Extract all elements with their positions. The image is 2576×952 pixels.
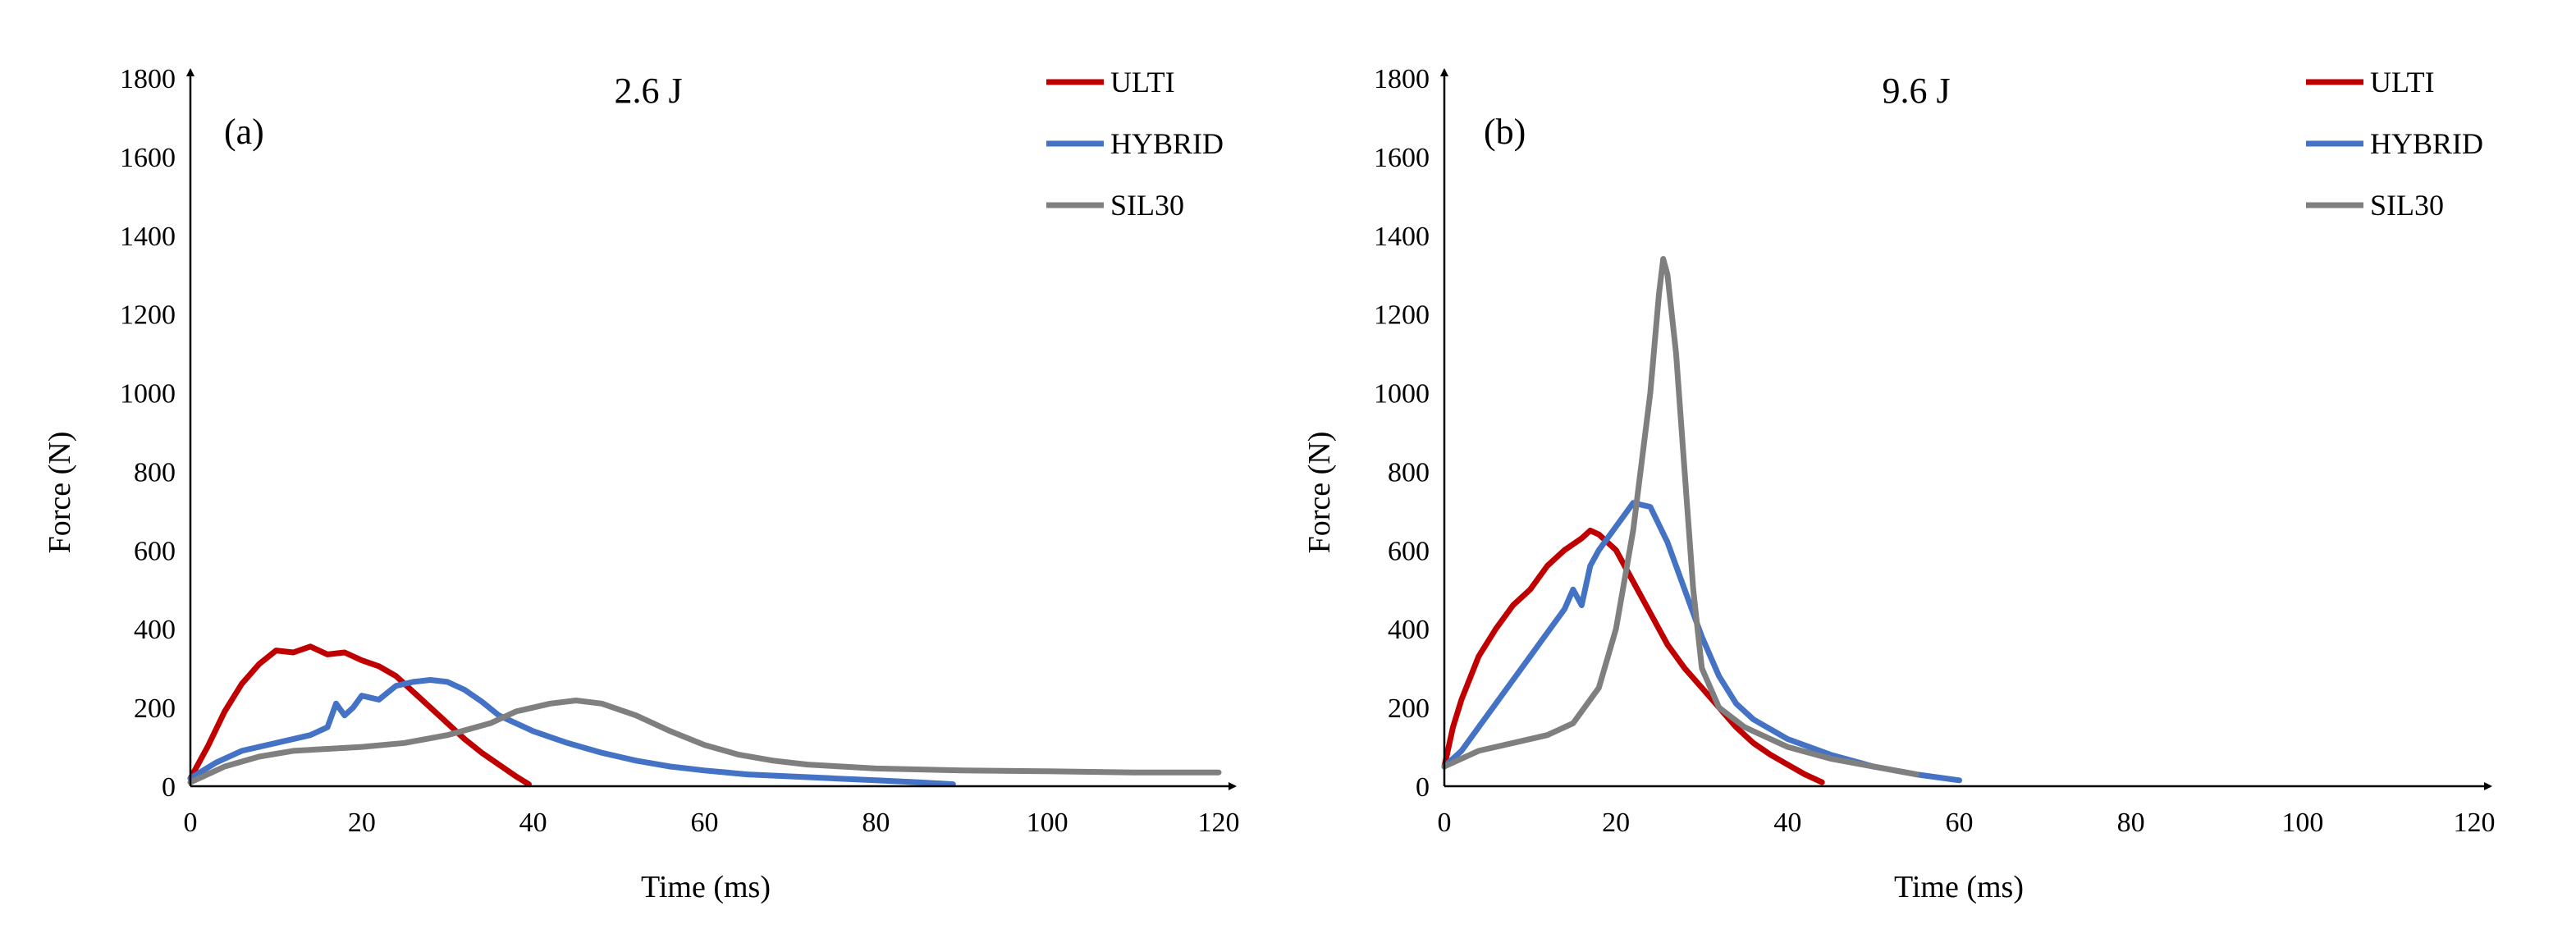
legend-item-sil30: SIL30	[2306, 189, 2444, 222]
x-tick-label: 60	[691, 808, 719, 838]
x-tick-label: 100	[2281, 808, 2323, 838]
x-tick-label: 40	[519, 808, 547, 838]
legend: ULTI HYBRID SIL30	[1046, 66, 1224, 222]
legend-label-sil30: SIL30	[2370, 189, 2444, 222]
y-tick-label: 400	[1388, 615, 1430, 645]
y-tick-label: 200	[1388, 693, 1430, 724]
series-line-ulti	[187, 643, 532, 788]
y-tick-label: 0	[162, 772, 176, 803]
y-tick-label: 0	[1416, 772, 1430, 803]
panel-label: (a)	[224, 112, 264, 152]
y-tick-label: 800	[1388, 457, 1430, 487]
chart-title: 2.6 J	[614, 71, 682, 111]
x-tick-label: 120	[1198, 808, 1240, 838]
x-tick-label: 120	[2454, 808, 2496, 838]
y-tick-label: 1200	[1374, 300, 1430, 331]
y-tick-label: 600	[134, 536, 176, 566]
y-tick-label: 1000	[1374, 379, 1430, 410]
x-tick-label: 20	[1602, 808, 1630, 838]
legend-item-ulti: ULTI	[1046, 66, 1175, 98]
y-tick-label: 1800	[1374, 64, 1430, 94]
y-tick-label: 1600	[1374, 143, 1430, 173]
y-tick-label: 1400	[1374, 222, 1430, 252]
legend-label-ulti: ULTI	[1110, 66, 1175, 98]
chart-title: 9.6 J	[1882, 71, 1950, 111]
x-tick-label: 40	[1773, 808, 1801, 838]
legend-item-hybrid: HYBRID	[2306, 127, 2483, 160]
y-tick-label: 1200	[120, 300, 176, 331]
x-tick-label: 60	[1946, 808, 1974, 838]
y-tick-label: 1800	[120, 64, 176, 94]
y-axis-title: Force (N)	[1302, 432, 1337, 554]
y-tick-label: 1600	[120, 143, 176, 173]
chart-panel-a: 2.6 J (a) Force (N) Time (ms) ULTI HYBRI…	[43, 64, 1240, 904]
series-line-sil30	[1441, 256, 1919, 778]
x-tick-label: 0	[1438, 808, 1452, 838]
legend-item-sil30: SIL30	[1046, 189, 1184, 222]
series-line-hybrid	[1441, 500, 1962, 784]
x-axis-title: Time (ms)	[1894, 870, 2024, 904]
series-line-sil30	[187, 698, 1222, 785]
legend-label-sil30: SIL30	[1110, 189, 1184, 222]
legend-label-ulti: ULTI	[2370, 66, 2435, 98]
y-tick-label: 200	[134, 693, 176, 724]
y-tick-label: 800	[134, 457, 176, 487]
series-line-ulti	[1441, 527, 1825, 785]
chart-panel-b: 9.6 J (b) Force (N) Time (ms) ULTI HYBRI…	[1302, 64, 2496, 904]
legend: ULTI HYBRID SIL30	[2306, 66, 2483, 222]
y-tick-label: 1400	[120, 222, 176, 252]
x-axis-title: Time (ms)	[641, 870, 771, 904]
legend-item-hybrid: HYBRID	[1046, 127, 1224, 160]
y-axis-title: Force (N)	[43, 432, 77, 554]
panel-label: (b)	[1484, 112, 1526, 152]
y-tick-label: 400	[134, 615, 176, 645]
legend-item-ulti: ULTI	[2306, 66, 2435, 98]
legend-label-hybrid: HYBRID	[1110, 127, 1224, 160]
x-tick-label: 20	[348, 808, 376, 838]
x-tick-label: 0	[184, 808, 198, 838]
x-tick-label: 80	[2117, 808, 2145, 838]
x-tick-label: 100	[1027, 808, 1068, 838]
series-line-hybrid	[187, 677, 956, 788]
x-tick-label: 80	[862, 808, 890, 838]
y-tick-label: 1000	[120, 379, 176, 410]
y-tick-label: 600	[1388, 536, 1430, 566]
legend-label-hybrid: HYBRID	[2370, 127, 2483, 160]
